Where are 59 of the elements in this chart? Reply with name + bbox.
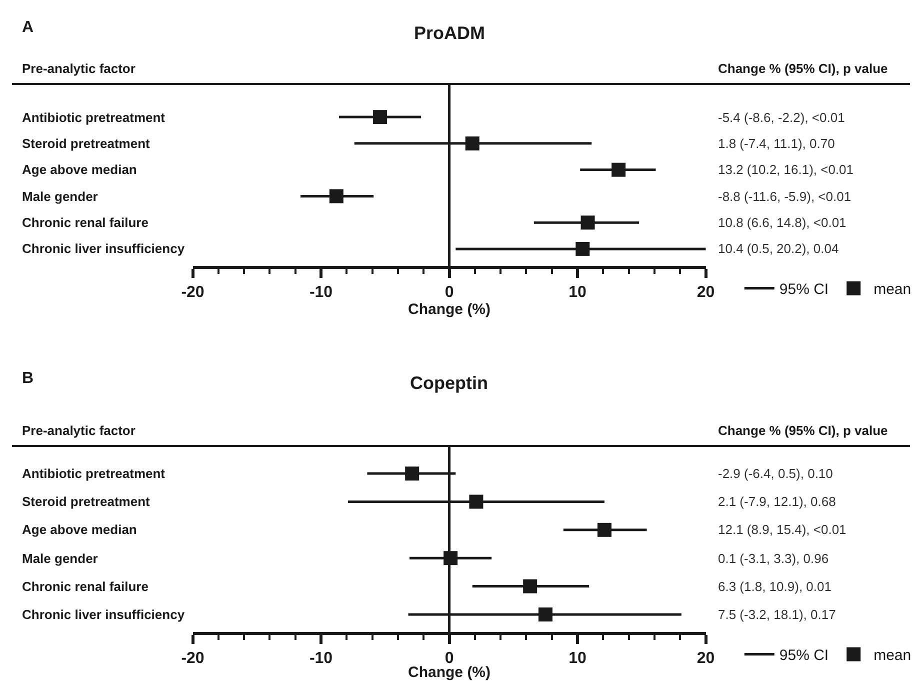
text: B — [22, 370, 34, 387]
x-tick-label: 0 — [444, 284, 454, 301]
x-tick-label: -10 — [309, 284, 333, 301]
point — [597, 522, 612, 537]
y-tick-label: Steroid pretreatment — [22, 136, 151, 151]
y-tick-label: Antibiotic pretreatment — [22, 110, 166, 125]
x-tick-label: 10 — [568, 284, 587, 301]
text: 10.4 (0.5, 20.2), 0.04 — [718, 241, 839, 256]
text: 1.8 (-7.4, 11.1), 0.70 — [718, 136, 835, 151]
y-tick-label: Chronic renal failure — [22, 215, 148, 230]
text: -5.4 (-8.6, -2.2), <0.01 — [718, 110, 845, 125]
y-axis-title: Pre-analytic factor — [22, 61, 136, 76]
text: 7.5 (-3.2, 18.1), 0.17 — [718, 607, 836, 622]
text: 6.3 (1.8, 10.9), 0.01 — [718, 579, 832, 594]
x-tick-label: 10 — [568, 650, 587, 667]
text: 0.1 (-3.1, 3.3), 0.96 — [718, 551, 829, 566]
y-tick-label: Chronic liver insufficiency — [22, 241, 186, 256]
y-tick-label: Chronic renal failure — [22, 579, 148, 594]
x-tick-label: 20 — [696, 650, 715, 667]
text: 95% CI — [779, 281, 829, 298]
chart-title: Copeptin — [410, 373, 488, 393]
point — [538, 607, 552, 622]
y-tick-label: Chronic liver insufficiency — [22, 607, 186, 622]
x-tick-label: -20 — [181, 284, 204, 301]
point — [580, 216, 595, 230]
y-axis-title: Pre-analytic factor — [22, 423, 136, 438]
text: 2.1 (-7.9, 12.1), 0.68 — [718, 494, 836, 509]
text: -2.9 (-6.4, 0.5), 0.10 — [718, 466, 833, 481]
x-tick-label: -10 — [309, 650, 333, 667]
x-tick-label: 0 — [444, 650, 454, 667]
x-axis-title: Change (%) — [408, 300, 491, 318]
x-axis-title: Change (%) — [408, 664, 491, 681]
text: 95% CI — [779, 647, 829, 664]
point — [329, 189, 344, 204]
text: A — [22, 19, 34, 36]
x-tick-label: -20 — [181, 650, 204, 667]
text: 10.8 (6.6, 14.8), <0.01 — [718, 215, 846, 230]
text: 13.2 (10.2, 16.1), <0.01 — [718, 162, 854, 177]
legend-label: mean — [874, 647, 912, 664]
point — [523, 579, 538, 594]
y-tick-label: Male gender — [22, 189, 98, 204]
y-tick-label: Male gender — [22, 551, 98, 566]
text: 12.1 (8.9, 15.4), <0.01 — [718, 522, 846, 537]
text: Change % (95% CI), p value — [718, 423, 888, 438]
x-tick-label: 20 — [696, 284, 715, 301]
y-tick-label: Antibiotic pretreatment — [22, 466, 166, 481]
point — [373, 110, 388, 124]
point — [469, 494, 484, 509]
point — [576, 242, 590, 256]
legend-label: mean — [874, 281, 912, 298]
point — [405, 466, 420, 481]
y-tick-label: Age above median — [22, 162, 137, 177]
point — [465, 136, 480, 150]
y-tick-label: Age above median — [22, 522, 137, 537]
point — [612, 162, 626, 177]
text: Change % (95% CI), p value — [718, 61, 888, 76]
chart-title: ProADM — [414, 23, 485, 43]
text: -8.8 (-11.6, -5.9), <0.01 — [718, 189, 852, 204]
y-tick-label: Steroid pretreatment — [22, 494, 151, 509]
